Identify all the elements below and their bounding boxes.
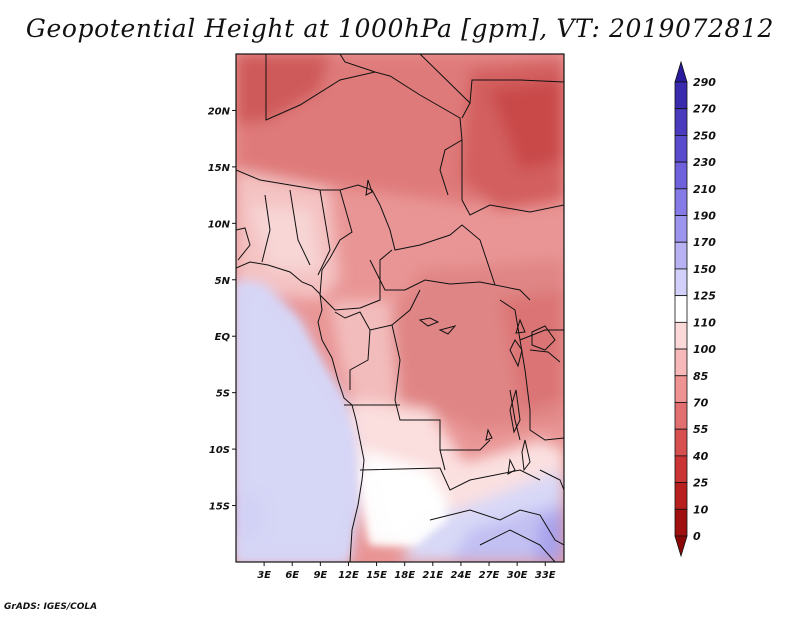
colorbar-label: 230 [693,156,716,169]
lon-tick-label: 18E [394,570,415,581]
lon-tick-label: 24E [451,570,472,581]
colorbar: 2902702502302101901701501251101008570554… [674,60,716,558]
colorbar-label: 40 [692,450,709,463]
lon-tick-label: 6E [285,570,299,581]
colorbar-swatch [674,268,688,297]
lon-tick-label: 12E [338,570,359,581]
lat-tick-label: 15S [209,502,230,513]
colorbar-label: 25 [693,477,709,490]
lon-tick-label: 30E [507,570,528,581]
colorbar-swatch [674,508,688,537]
colorbar-label: 10 [693,503,709,516]
colorbar-label: 85 [693,370,709,383]
plot-title: Geopotential Height at 1000hPa [gpm], VT… [25,14,775,43]
map-panel: 20N 15N 10N 5N EQ 5S 10S 15S 3E 6E 9E 12E 15E 18E 21E… [208,53,565,581]
lat-tick-label: 15N [208,163,231,174]
lat-tick-label: 5N [215,276,231,287]
colorbar-swatch [674,375,688,403]
colorbar-swatch [674,455,688,483]
colorbar-label: 190 [693,210,716,223]
colorbar-label: 210 [693,183,716,196]
colorbar-label: 290 [693,76,716,89]
colorbar-label: 250 [693,129,716,142]
colorbar-label: 70 [693,396,709,409]
lon-tick-label: 15E [366,570,387,581]
colorbar-swatch [674,348,688,377]
colorbar-bottom-arrow [674,535,688,558]
colorbar-swatch [674,482,688,510]
map-frame [235,53,565,563]
lat-tick-label: EQ [215,332,231,343]
lon-tick-label: 33E [535,570,556,581]
colorbar-label: 0 [693,530,701,543]
lon-tick-label: 21E [422,570,443,581]
lon-axis: 3E 6E 9E 12E 15E 18E 21E 24E 27E 30E 33E [257,562,556,581]
colorbar-swatch [674,108,688,136]
colorbar-swatch [674,241,688,270]
lon-tick-label: 9E [313,570,327,581]
lat-tick-label: 10N [208,219,231,230]
colorbar-swatch [674,188,688,216]
colorbar-label: 150 [693,263,716,276]
lon-tick-label: 3E [257,570,271,581]
colorbar-swatch [674,161,688,190]
colorbar-swatch [674,321,688,350]
colorbar-label: 55 [693,423,709,436]
colorbar-label: 270 [693,103,716,116]
colorbar-top-arrow [674,60,688,83]
colorbar-swatch [674,81,688,110]
coastlines-borders [236,54,564,562]
colorbar-swatch [674,295,688,323]
colorbar-swatch [674,215,688,243]
lat-tick-label: 5S [216,389,230,400]
colorbar-swatch [674,428,688,457]
height-field [236,54,564,562]
colorbar-label: 100 [693,343,716,356]
colorbar-label: 125 [693,290,716,303]
lat-axis: 20N 15N 10N 5N EQ 5S 10S 15S [208,106,236,513]
colorbar-swatch [674,135,688,163]
lon-tick-label: 27E [479,570,500,581]
colorbar-label: 170 [693,236,716,249]
colorbar-swatch [674,402,688,430]
colorbar-label: 110 [693,316,716,329]
lat-tick-label: 20N [208,106,231,117]
grads-credit: GrADS: IGES/COLA [4,602,98,612]
lat-tick-label: 10S [209,445,230,456]
